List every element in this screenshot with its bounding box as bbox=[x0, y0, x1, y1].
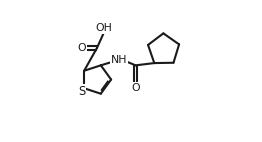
Text: NH: NH bbox=[111, 55, 128, 65]
Text: S: S bbox=[78, 85, 85, 98]
Text: O: O bbox=[78, 43, 86, 53]
Text: O: O bbox=[131, 83, 140, 93]
Text: OH: OH bbox=[95, 23, 112, 33]
